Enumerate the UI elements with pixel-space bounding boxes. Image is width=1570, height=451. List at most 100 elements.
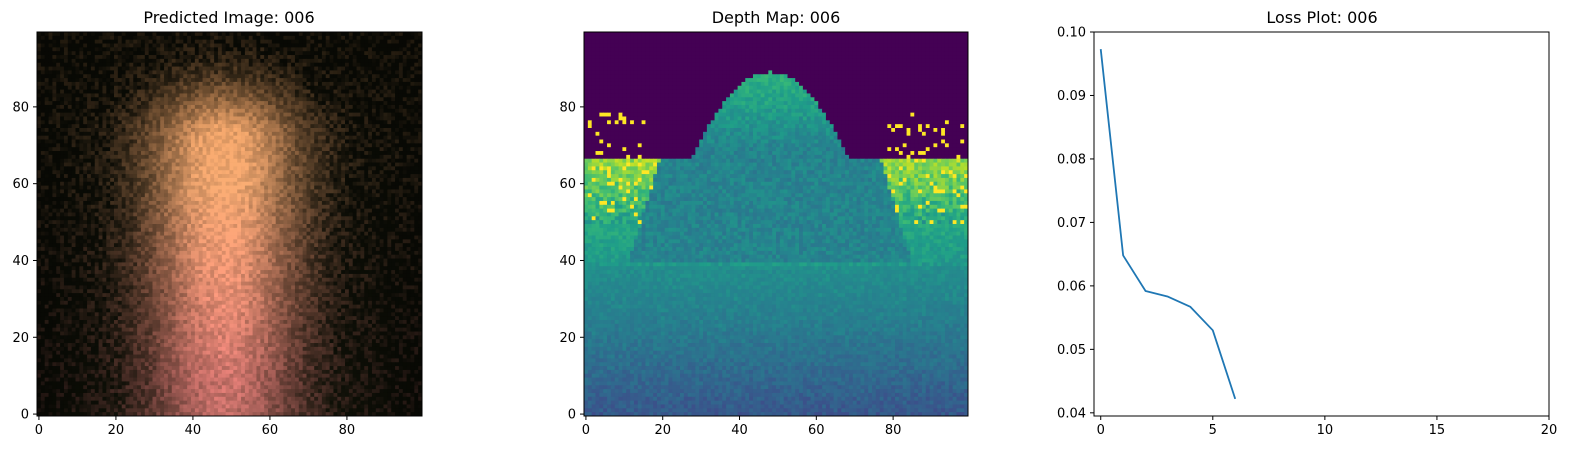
image-pixel bbox=[137, 166, 141, 170]
image-pixel bbox=[83, 36, 87, 40]
image-pixel bbox=[391, 147, 395, 151]
image-pixel bbox=[141, 132, 145, 136]
image-pixel bbox=[114, 140, 118, 144]
image-pixel bbox=[222, 163, 226, 167]
image-pixel bbox=[195, 113, 199, 117]
image-pixel bbox=[126, 216, 130, 220]
image-pixel bbox=[349, 55, 353, 59]
image-pixel bbox=[341, 78, 345, 82]
image-pixel bbox=[45, 193, 49, 197]
image-pixel bbox=[206, 36, 210, 40]
image-pixel bbox=[95, 59, 99, 63]
image-pixel bbox=[349, 124, 353, 128]
image-pixel bbox=[276, 86, 280, 90]
image-pixel bbox=[168, 201, 172, 205]
image-pixel bbox=[276, 47, 280, 51]
image-pixel bbox=[156, 32, 160, 36]
image-pixel bbox=[191, 128, 195, 132]
image-pixel bbox=[330, 105, 334, 109]
image-pixel bbox=[52, 86, 56, 90]
image-pixel bbox=[110, 128, 114, 132]
image-pixel bbox=[253, 47, 257, 51]
image-pixel bbox=[187, 86, 191, 90]
image-pixel bbox=[380, 105, 384, 109]
image-pixel bbox=[164, 178, 168, 182]
image-pixel bbox=[106, 105, 110, 109]
image-pixel bbox=[164, 132, 168, 136]
image-pixel bbox=[357, 70, 361, 74]
image-pixel bbox=[253, 132, 257, 136]
image-pixel bbox=[99, 90, 103, 94]
image-pixel bbox=[95, 109, 99, 113]
image-pixel bbox=[110, 109, 114, 113]
image-pixel bbox=[114, 82, 118, 86]
image-pixel bbox=[114, 40, 118, 44]
image-pixel bbox=[395, 193, 399, 197]
image-pixel bbox=[187, 212, 191, 216]
image-pixel bbox=[226, 82, 230, 86]
image-pixel bbox=[145, 147, 149, 151]
image-pixel bbox=[37, 143, 41, 147]
image-pixel bbox=[106, 147, 110, 151]
image-pixel bbox=[126, 178, 130, 182]
image-pixel bbox=[407, 128, 411, 132]
image-pixel bbox=[153, 124, 157, 128]
image-pixel bbox=[353, 63, 357, 67]
image-pixel bbox=[291, 120, 295, 124]
image-pixel bbox=[49, 59, 53, 63]
image-pixel bbox=[95, 182, 99, 186]
image-pixel bbox=[153, 93, 157, 97]
image-pixel bbox=[341, 159, 345, 163]
image-pixel bbox=[210, 55, 214, 59]
image-pixel bbox=[206, 151, 210, 155]
image-pixel bbox=[95, 78, 99, 82]
image-pixel bbox=[283, 201, 287, 205]
image-pixel bbox=[410, 36, 414, 40]
image-pixel bbox=[129, 166, 133, 170]
image-pixel bbox=[156, 93, 160, 97]
image-pixel bbox=[276, 40, 280, 44]
image-pixel bbox=[322, 124, 326, 128]
image-pixel bbox=[118, 140, 122, 144]
image-pixel bbox=[106, 163, 110, 167]
image-pixel bbox=[179, 120, 183, 124]
image-pixel bbox=[291, 55, 295, 59]
image-pixel bbox=[106, 178, 110, 182]
image-pixel bbox=[64, 90, 68, 94]
image-pixel bbox=[210, 155, 214, 159]
image-pixel bbox=[310, 193, 314, 197]
image-pixel bbox=[230, 174, 234, 178]
image-pixel bbox=[156, 120, 160, 124]
image-pixel bbox=[145, 197, 149, 201]
image-pixel bbox=[407, 186, 411, 190]
image-pixel bbox=[118, 147, 122, 151]
image-pixel bbox=[137, 174, 141, 178]
image-pixel bbox=[218, 205, 222, 209]
image-pixel bbox=[368, 44, 372, 48]
image-pixel bbox=[384, 120, 388, 124]
image-pixel bbox=[168, 105, 172, 109]
image-pixel bbox=[283, 97, 287, 101]
image-pixel bbox=[403, 178, 407, 182]
image-pixel bbox=[68, 163, 72, 167]
image-pixel bbox=[195, 186, 199, 190]
image-pixel bbox=[241, 159, 245, 163]
image-pixel bbox=[299, 120, 303, 124]
image-pixel bbox=[253, 186, 257, 190]
image-pixel bbox=[153, 132, 157, 136]
image-pixel bbox=[399, 216, 403, 220]
image-pixel bbox=[310, 163, 314, 167]
image-pixel bbox=[79, 143, 83, 147]
image-pixel bbox=[168, 128, 172, 132]
image-pixel bbox=[260, 143, 264, 147]
image-pixel bbox=[326, 40, 330, 44]
image-pixel bbox=[122, 51, 126, 55]
image-pixel bbox=[276, 220, 280, 224]
image-pixel bbox=[410, 193, 414, 197]
image-pixel bbox=[99, 97, 103, 101]
image-pixel bbox=[156, 40, 160, 44]
image-pixel bbox=[333, 124, 337, 128]
image-pixel bbox=[410, 44, 414, 48]
image-pixel bbox=[52, 93, 56, 97]
image-pixel bbox=[183, 220, 187, 224]
